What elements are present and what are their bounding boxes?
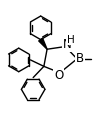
Text: N: N	[63, 38, 72, 51]
Text: O: O	[54, 70, 63, 82]
Polygon shape	[39, 38, 47, 49]
Text: H: H	[67, 35, 74, 45]
Text: B: B	[76, 52, 84, 65]
